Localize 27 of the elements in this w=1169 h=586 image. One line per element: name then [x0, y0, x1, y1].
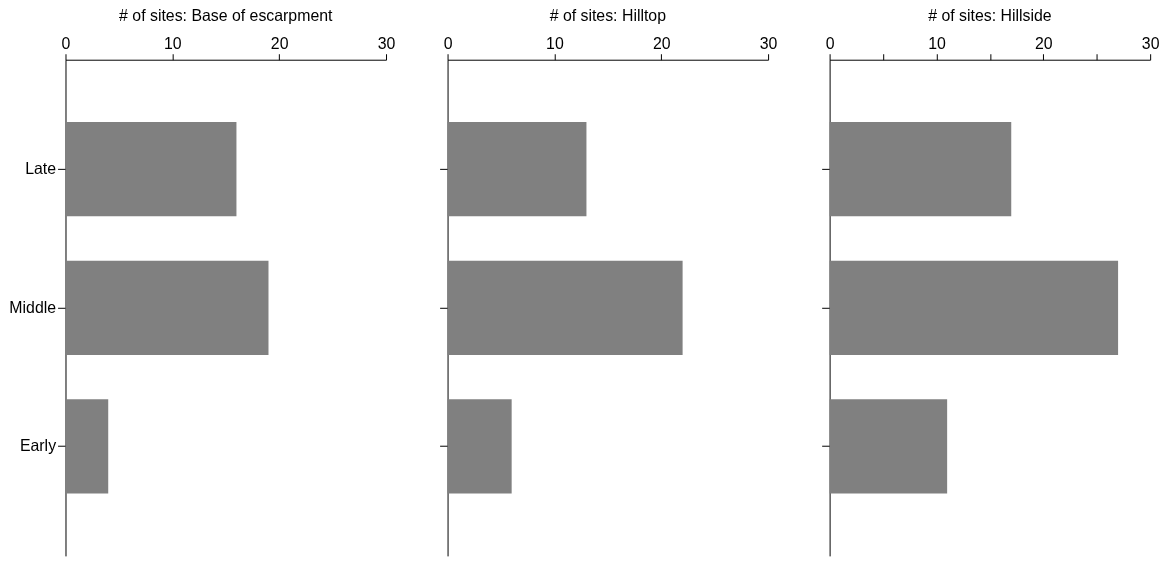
x-tick-label: 20 [652, 35, 671, 53]
x-tick-label: 0 [443, 35, 453, 53]
x-tick-label: 0 [61, 35, 71, 53]
bar [829, 122, 1012, 217]
x-tick-label: 30 [377, 35, 396, 53]
bar [829, 260, 1119, 355]
y-tick-label: Late [25, 160, 57, 178]
bar [65, 260, 269, 355]
y-tick-label: Early [19, 437, 57, 455]
x-tick-label: 10 [546, 35, 564, 53]
bar [447, 260, 683, 355]
x-tick-label: 30 [759, 35, 778, 53]
chart-title: # of sites: Hillside [928, 7, 1052, 25]
x-tick-label: 30 [1141, 35, 1160, 53]
x-tick-label: 20 [1034, 35, 1053, 53]
bar [65, 122, 237, 217]
y-tick-label: Middle [9, 298, 57, 316]
x-tick-label: 0 [825, 35, 835, 53]
chart-title: # of sites: Base of escarpment [119, 7, 334, 25]
bar [65, 399, 109, 494]
x-tick-label: 20 [270, 35, 289, 53]
bar [447, 399, 512, 494]
x-tick-label: 10 [164, 35, 182, 53]
bar [447, 122, 587, 217]
x-tick-label: 10 [928, 35, 946, 53]
bar [829, 399, 948, 494]
chart-title: # of sites: Hilltop [549, 7, 667, 25]
